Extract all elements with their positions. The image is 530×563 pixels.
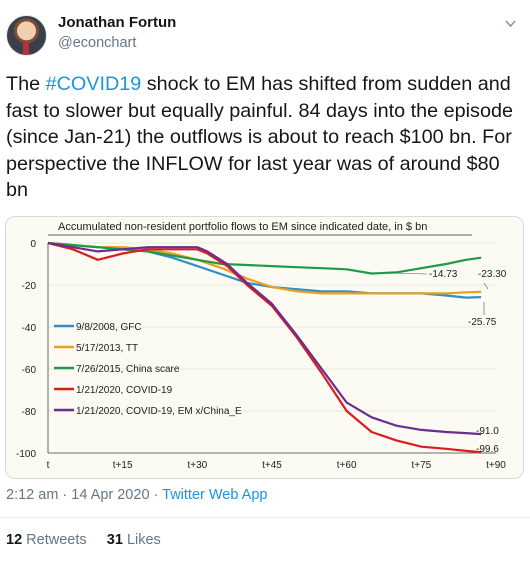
legend-label: 1/21/2020, COVID-19, EM x/China_E [76,406,242,417]
chart-title: Accumulated non-resident portfolio flows… [58,221,427,233]
end-label-leader [393,272,428,275]
end-label-covid: -99.6 [476,444,499,455]
x-tick-label: t+15 [113,460,133,471]
y-tick-label: -60 [22,365,37,376]
source-app-link[interactable]: Twitter Web App [162,487,268,503]
x-tick-label: t+60 [337,460,357,471]
series-line-4 [47,241,482,454]
legend-label: 7/26/2015, China scare [76,364,180,375]
tweet-text-start: The [6,73,46,95]
y-tick-label: -40 [22,323,37,334]
user-handle[interactable]: @econchart [58,35,137,51]
tweet-text: The #COVID19 shock to EM has shifted fro… [6,71,522,204]
likes-stat[interactable]: 31 Likes [107,532,161,548]
series-line-2 [47,241,482,295]
retweets-label: Retweets [26,532,87,548]
legend-label: 1/21/2020, COVID-19 [76,385,173,396]
x-tick-label: t [47,460,50,471]
y-tick-label: -100 [16,449,36,460]
end-label-leader [483,282,489,290]
end-label-gfc: -25.75 [468,317,497,328]
x-tick-label: t+90 [486,460,506,471]
y-tick-label: -80 [22,407,37,418]
meta-sep: · [58,487,72,503]
tweet-stats: 12 Retweets 31 Likes [6,532,161,548]
tweet-text-end: shock to EM has shifted from sudden and … [6,73,513,201]
hashtag-link[interactable]: #COVID19 [45,73,142,95]
retweets-count: 12 [6,532,23,548]
tweet-time[interactable]: 2:12 am [6,487,59,503]
legend-label: 5/17/2013, TT [76,343,138,354]
user-name[interactable]: Jonathan Fortun [58,14,177,31]
flows-chart: Accumulated non-resident portfolio flows… [16,221,507,471]
divider [0,517,530,518]
legend-label: 9/8/2008, GFC [76,322,142,333]
end-label-tt: -23.30 [478,269,507,280]
meta-sep: · [149,487,163,503]
x-tick-label: t+30 [187,460,207,471]
series-line-5 [47,241,482,436]
avatar[interactable] [6,15,47,56]
chevron-down-icon[interactable] [503,16,518,31]
likes-label: Likes [126,532,161,548]
x-tick-label: t+75 [411,460,431,471]
end-label-china: -14.73 [429,269,458,280]
chart-card[interactable]: Accumulated non-resident portfolio flows… [5,216,524,479]
series-line-3 [47,241,482,275]
likes-count: 31 [106,532,123,548]
tweet-meta: 2:12 am · 14 Apr 2020 · Twitter Web App [6,487,267,503]
x-tick-label: t+45 [262,460,282,471]
y-tick-label: 0 [30,239,36,250]
end-label-covid-exchina: -91.0 [476,426,499,437]
y-tick-label: -20 [22,281,37,292]
tweet-date[interactable]: 14 Apr 2020 [71,487,150,503]
retweets-stat[interactable]: 12 Retweets [6,532,87,548]
